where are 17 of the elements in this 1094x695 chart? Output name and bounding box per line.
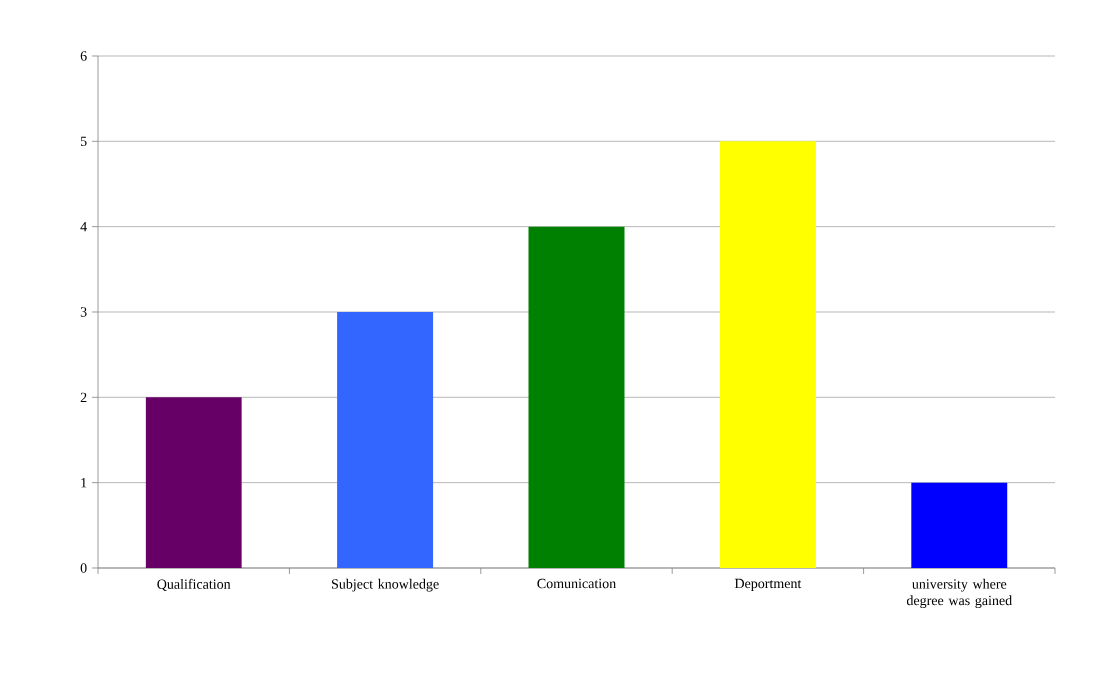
y-tick-label: 1 <box>81 478 87 488</box>
y-tick-label: 3 <box>80 307 87 317</box>
x-tick-label: Comunication <box>537 578 616 589</box>
bar <box>719 141 816 568</box>
y-tick-label: 4 <box>80 222 87 232</box>
x-tick-label: university where degree was gained <box>906 578 1012 609</box>
bar <box>337 311 434 568</box>
y-tick-label: 6 <box>80 51 87 61</box>
bar <box>145 397 242 568</box>
y-tick-label: 0 <box>80 563 87 573</box>
x-tick-label: Deportment <box>734 578 802 591</box>
x-tick-label: Subject knowledge <box>332 578 439 592</box>
y-tick-label: 2 <box>80 392 87 402</box>
y-tick-label: 5 <box>80 136 87 146</box>
x-tick-label: Qualification <box>157 578 231 591</box>
bar <box>528 226 625 568</box>
bar <box>911 482 1008 568</box>
